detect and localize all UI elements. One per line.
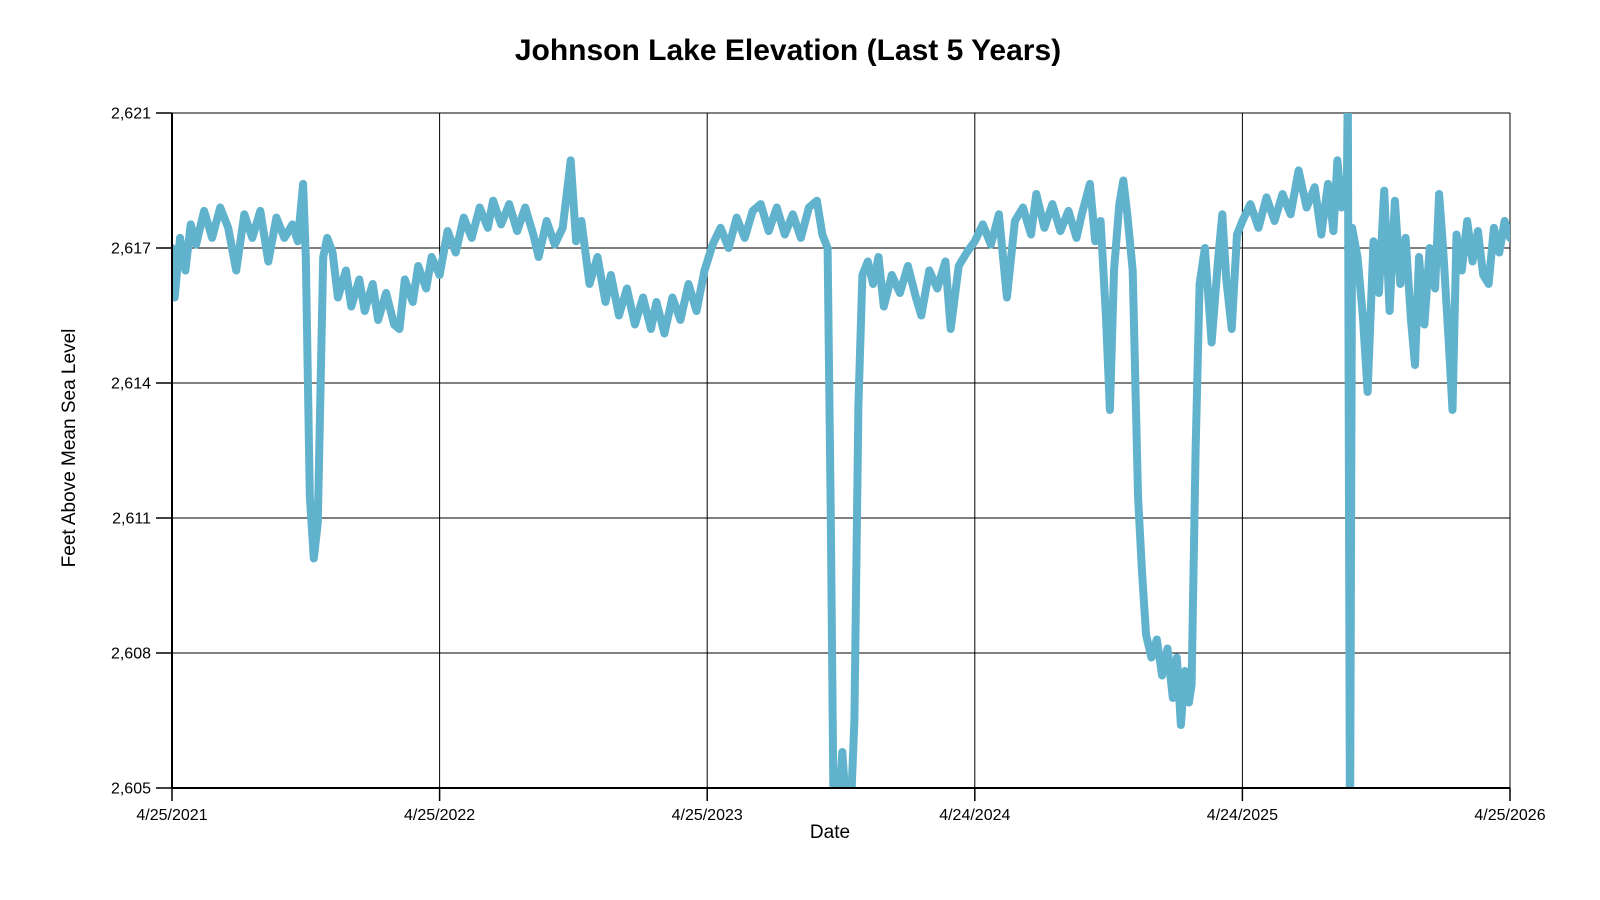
x-tick-label: 4/24/2025 xyxy=(1207,807,1278,824)
x-tick-label: 4/25/2023 xyxy=(672,807,743,824)
chart-title: Johnson Lake Elevation (Last 5 Years) xyxy=(515,34,1061,67)
grid-layer xyxy=(171,112,1511,789)
x-tick-label: 4/25/2021 xyxy=(136,807,207,824)
tick-layer: 2,621 2,617 2,614 2,611 2,608 2,605 4/25/2021 4… xyxy=(111,106,1546,825)
x-tick-label: 4/24/2024 xyxy=(939,807,1010,824)
elevation-line xyxy=(172,113,1510,788)
y-tick-label: 2,611 xyxy=(112,511,151,528)
y-tick-label: 2,621 xyxy=(111,106,151,123)
y-tick-label: 2,608 xyxy=(111,646,151,663)
y-axis-title: Feet Above Mean Sea Level xyxy=(59,329,80,568)
series-layer xyxy=(172,113,1510,788)
x-tick-label: 4/25/2022 xyxy=(404,807,475,824)
axis-layer xyxy=(171,113,1510,789)
x-axis-title: Date xyxy=(810,822,850,843)
y-tick-label: 2,617 xyxy=(111,241,151,258)
x-tick-label: 4/25/2026 xyxy=(1474,807,1545,824)
y-tick-label: 2,605 xyxy=(111,781,151,798)
y-tick-label: 2,614 xyxy=(111,376,151,393)
